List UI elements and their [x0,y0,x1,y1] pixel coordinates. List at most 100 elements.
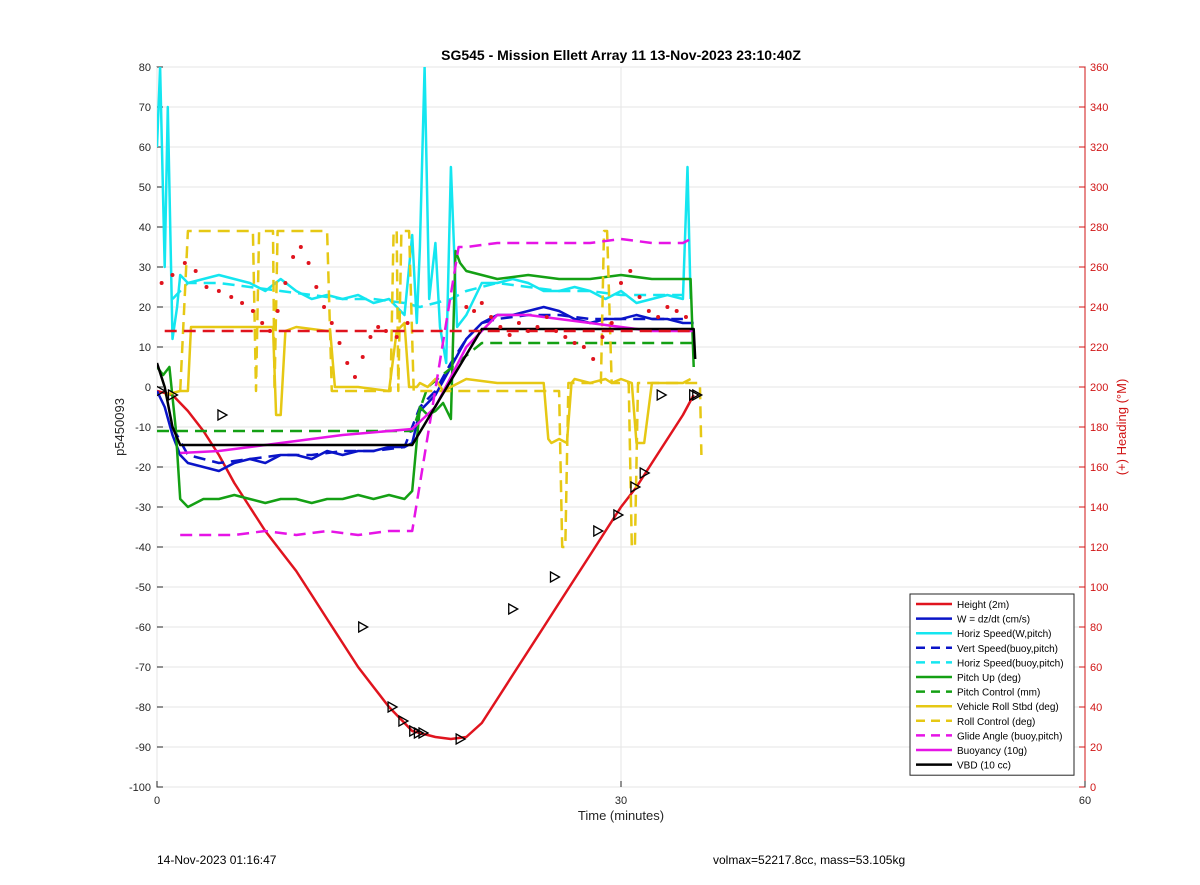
legend-label: Height (2m) [957,600,1009,611]
heading-point [283,281,288,285]
y2-tick-label: 20 [1090,742,1102,754]
y2-tick-label: 340 [1090,102,1108,114]
y-tick-label: -100 [129,782,151,794]
x-tick-label: 0 [154,795,160,807]
legend-label: W = dz/dt (cm/s) [957,615,1030,626]
heading-point [314,285,319,289]
heading-point [656,315,661,319]
series-6-line [157,341,694,433]
chart-title: SG545 - Mission Ellett Array 11 13-Nov-2… [441,47,801,63]
y-tick-label: -40 [135,542,151,554]
footer-params: volmax=52217.8cc, mass=53.105kg [713,853,906,867]
heading-point [591,357,596,361]
heading-point [216,289,221,293]
legend-label: Pitch Up (deg) [957,673,1021,684]
heading-point [291,255,296,259]
heading-point [646,309,651,313]
height-marker [656,388,668,402]
heading-point [526,329,531,333]
heading-point [298,245,303,249]
y2-tick-label: 300 [1090,182,1108,194]
y2-tick-label: 180 [1090,422,1108,434]
heading-point [322,305,327,309]
height-marker [167,388,179,402]
series-0-line [157,389,695,741]
heading-point [250,309,255,313]
footer-timestamp: 14-Nov-2023 01:16:47 [157,853,277,867]
heading-point [507,333,512,337]
heading-point [489,315,494,319]
y2-tick-label: 200 [1090,382,1108,394]
height-marker [593,524,605,538]
height-marker [630,480,642,494]
series-11-line [157,327,697,447]
legend-label: Horiz Speed(buoy,pitch) [957,658,1064,669]
legend-label: Pitch Control (mm) [957,688,1040,699]
y-tick-label: 40 [139,222,151,234]
heading-point [498,325,503,329]
y-tick-label: 30 [139,262,151,274]
y2-tick-label: 280 [1090,222,1108,234]
heading-point [204,285,209,289]
heading-point [665,305,670,309]
y-tick-label: -60 [135,622,151,634]
height-marker [689,388,701,402]
marker-layer [157,385,704,746]
y2-tick-label: 80 [1090,622,1102,634]
heading-point [267,329,272,333]
y-tick-label: -20 [135,462,151,474]
heading-point [376,325,381,329]
legend-label: Vehicle Roll Stbd (deg) [957,702,1059,713]
y-axis-label: p5450093 [112,398,127,456]
y-tick-label: 0 [145,382,151,394]
heading-point [368,335,373,339]
heading-point [572,341,577,345]
legend-box [909,593,1075,776]
heading-point [329,321,334,325]
height-marker [418,726,430,740]
x-tick-label: 60 [1079,795,1091,807]
heading-point [472,309,477,313]
y-tick-label: -80 [135,702,151,714]
heading-point [674,309,679,313]
right-axis-ticks: 0 20 40 60 80 100 120 140 160 180 200 220 240 260 280 3… [1079,62,1108,794]
height-marker [613,508,625,522]
heading-point [159,281,164,285]
y-tick-label: 70 [139,102,151,114]
grid-lines [156,66,1086,788]
heading-point [275,309,280,313]
y-tick-label: 60 [139,142,151,154]
legend-label: Vert Speed(buoy,pitch) [957,644,1058,655]
heading-point [229,295,234,299]
heading-point [479,301,484,305]
series-2-line [157,67,692,365]
heading-point [535,325,540,329]
heading-point [352,375,357,379]
height-marker [508,602,520,616]
heading-point [637,295,642,299]
height-marker [549,570,561,584]
y-tick-label: -30 [135,502,151,514]
y-tick-label: -50 [135,582,151,594]
heading-point [345,361,350,365]
heading-point [182,261,187,265]
height-marker [387,700,399,714]
height-marker [455,732,467,746]
heading-point [544,315,549,319]
y-tick-label: -70 [135,662,151,674]
x-axis-ticks: 0 30 60 [154,781,1091,807]
heading-point [683,315,688,319]
y2-tick-label: 220 [1090,342,1108,354]
y-tick-label: 80 [139,62,151,74]
heading-point [581,345,586,349]
legend-label: VBD (10 cc) [957,761,1011,772]
heading-point [405,321,410,325]
heading-point [306,261,311,265]
series-5-line [157,249,695,509]
y2-tick-label: 360 [1090,62,1108,74]
y-tick-label: 10 [139,342,151,354]
y-tick-label: 50 [139,182,151,194]
series-4-line [171,281,683,309]
heading-point [383,329,388,333]
